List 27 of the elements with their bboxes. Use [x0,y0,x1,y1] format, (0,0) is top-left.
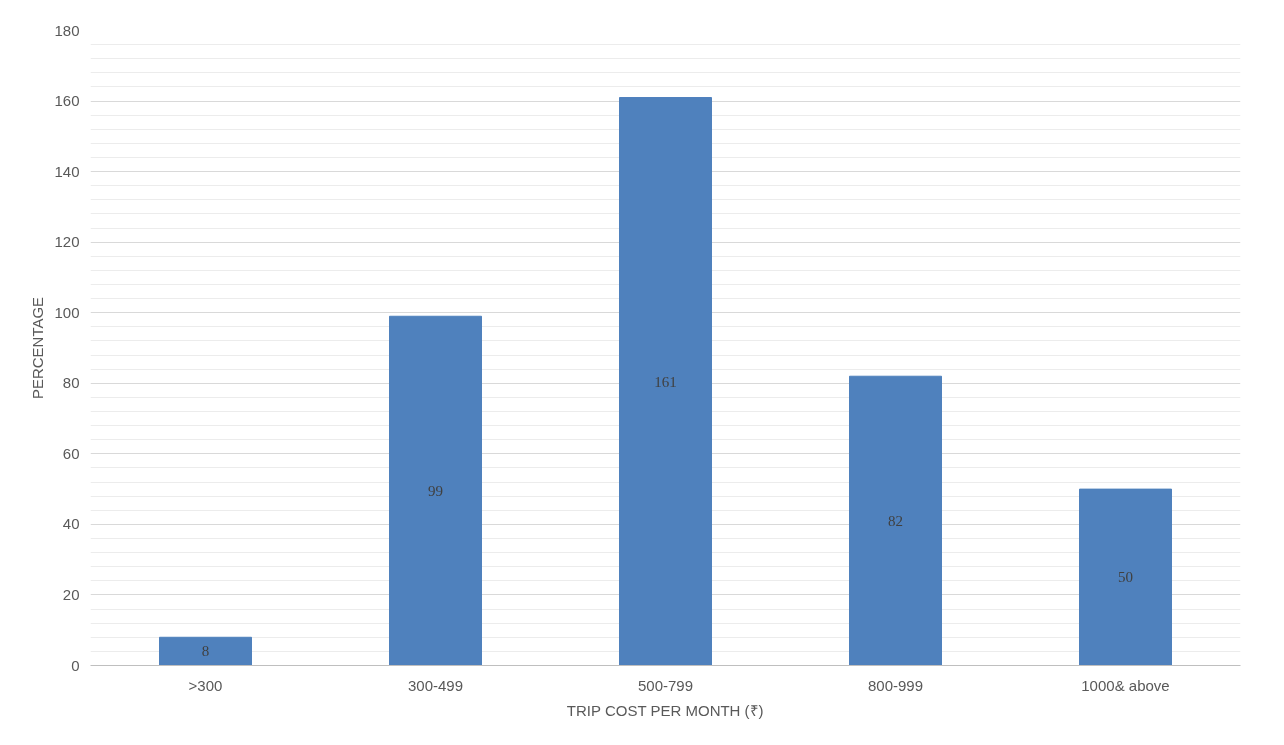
x-tick-label: 300-499 [407,676,464,694]
y-tick-label: 160 [54,92,80,110]
bar [389,315,482,666]
y-tick-label: 80 [62,374,80,392]
y-tick-label: 60 [62,444,80,462]
y-tick-label: 100 [54,303,80,321]
data-label: 50 [1118,569,1133,586]
y-tick-label: 40 [62,515,80,533]
data-label: 99 [428,482,443,499]
bar [849,375,942,666]
bar [159,636,252,666]
y-tick-label: 140 [54,162,80,180]
x-tick-label: 500-799 [637,676,694,694]
x-tick-label: 1000& above [1081,676,1170,694]
x-axis-title: TRIP COST PER MONTH (₹) [566,701,764,719]
bar [619,97,712,666]
x-tick-label: >300 [188,676,223,694]
bar [1079,488,1172,666]
data-label: 161 [654,373,677,390]
y-tick-label: 180 [54,21,80,39]
data-label: 8 [201,643,210,660]
y-tick-label: 20 [62,585,80,603]
y-tick-label: 120 [54,233,80,251]
y-axis-title: PERCENTAGE [29,296,47,400]
data-label: 82 [888,512,903,529]
y-tick-label: 0 [71,656,80,674]
x-tick-label: 800-999 [867,676,924,694]
